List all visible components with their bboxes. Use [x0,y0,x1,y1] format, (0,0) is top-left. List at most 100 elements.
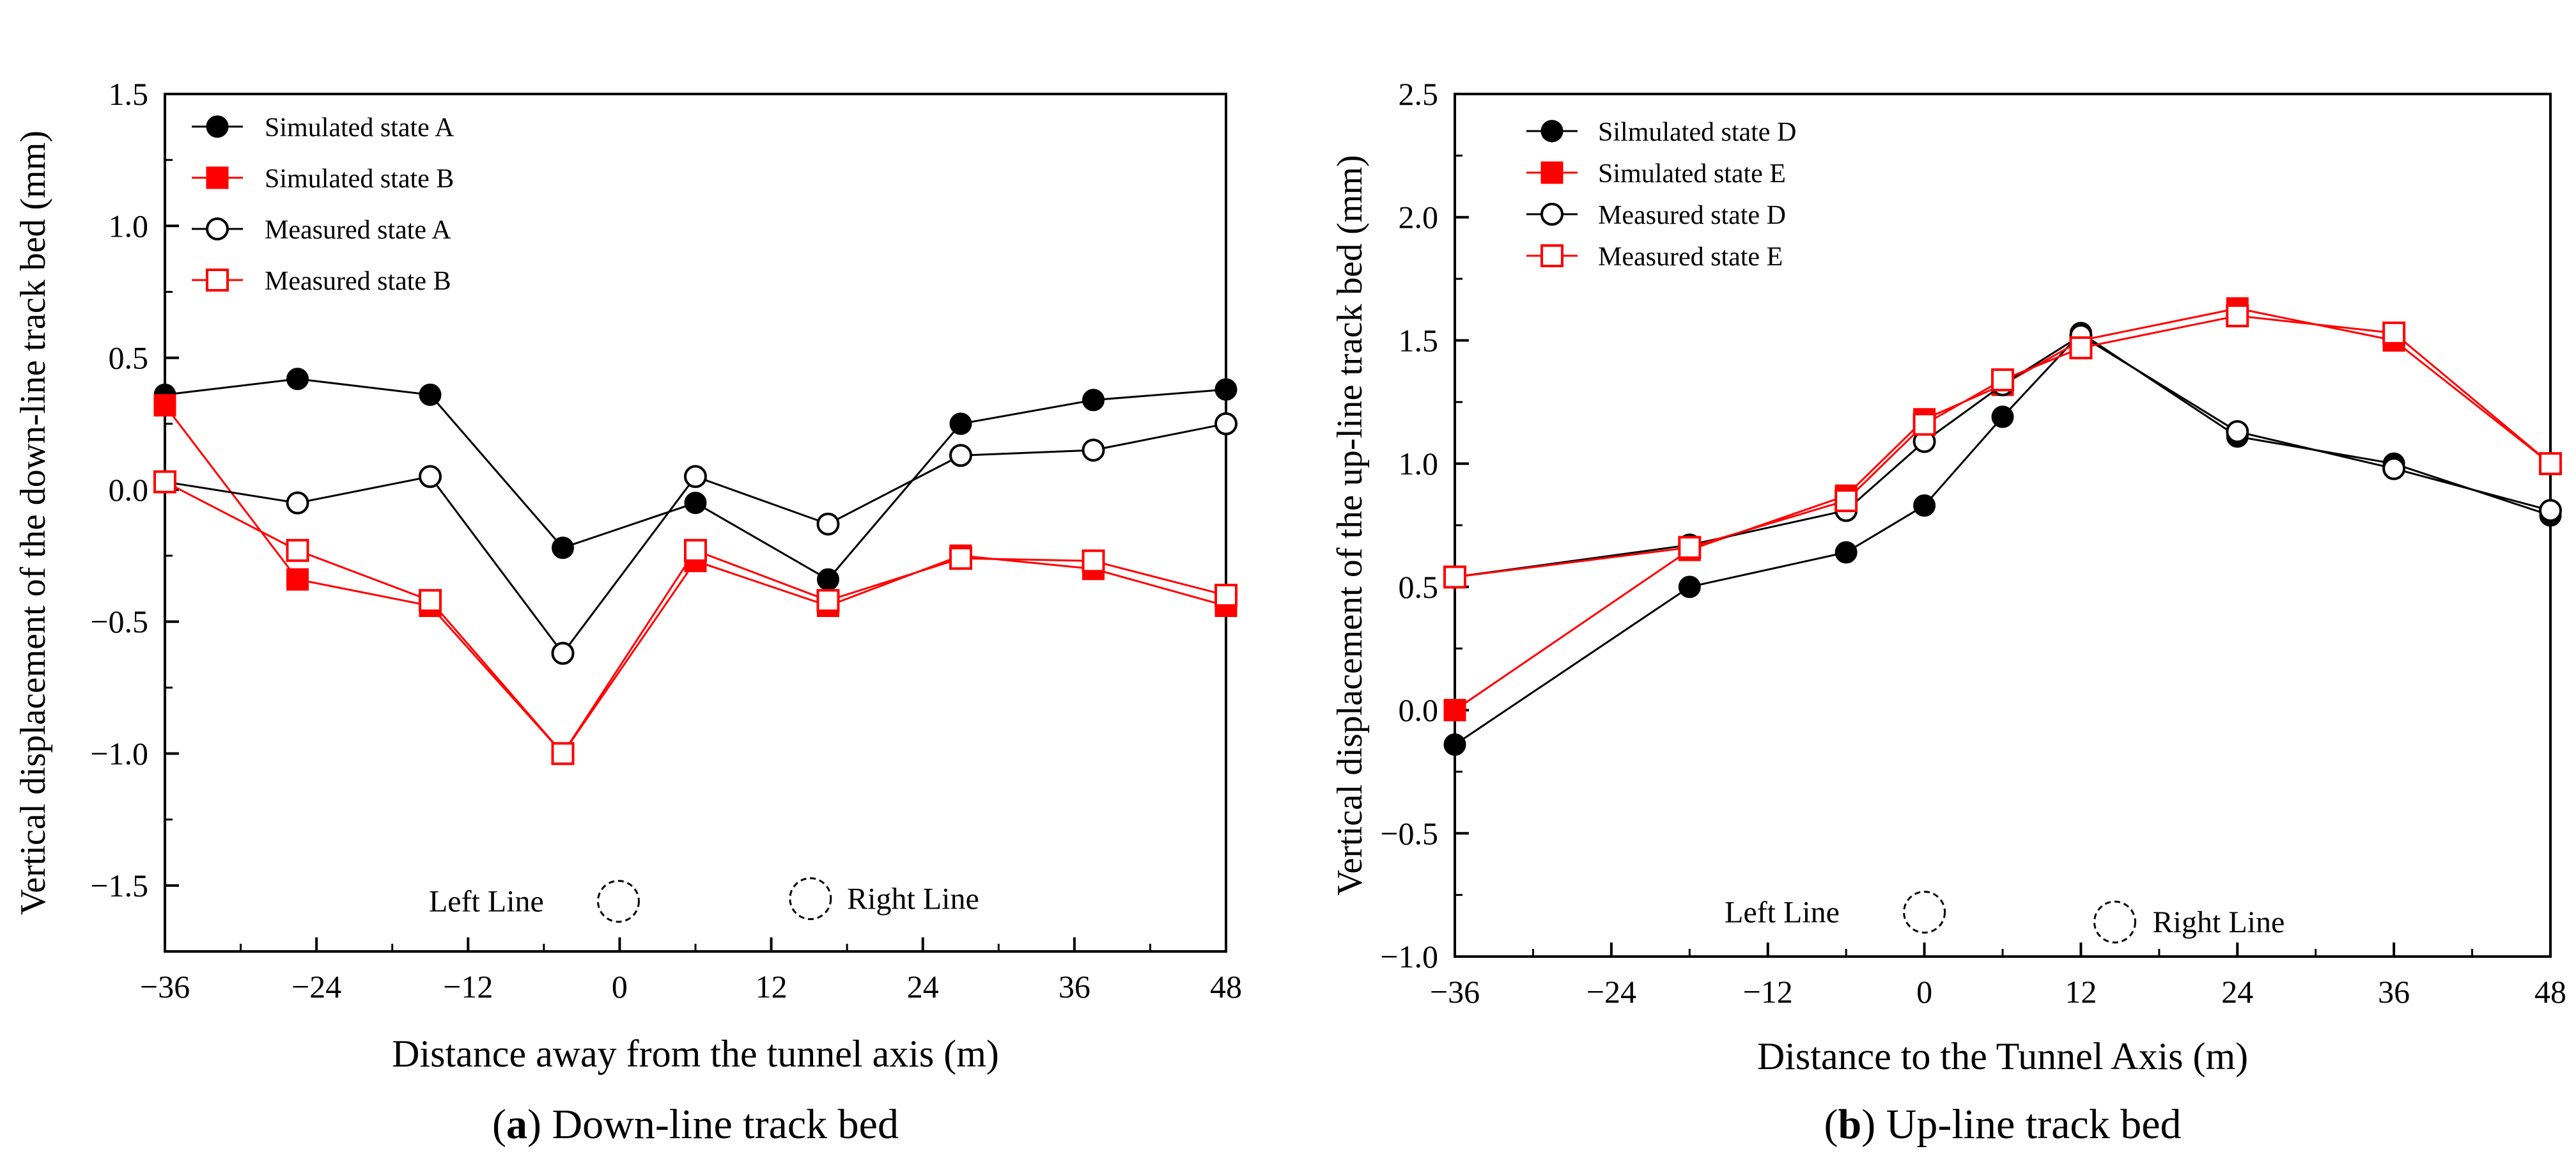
y-tick-label: 1.5 [109,76,149,112]
data-point [552,536,574,559]
y-tick-label: 0.0 [1399,692,1439,728]
data-point [1835,489,1858,512]
data-point [1082,439,1105,462]
legend-item: Simulated state A [192,113,454,143]
data-point [684,538,707,562]
series-line [1454,315,2551,578]
data-point [1835,541,1858,564]
data-point [1214,583,1238,607]
series-2 [1443,297,2562,722]
data-point [1913,494,1936,517]
panel-caption: (b) Up-line track bed [1824,1101,2182,1148]
data-point [2382,321,2406,345]
data-point [286,368,309,391]
data-point [2226,304,2249,327]
y-tick-label: 0.0 [109,472,149,508]
data-point [2226,420,2249,444]
x-tick-label: 48 [1210,969,1242,1005]
data-point [551,742,575,765]
legend-label: Simulated state B [265,164,454,194]
y-tick-label: 1.0 [109,208,149,244]
legend-label: Simulated state E [1598,159,1786,189]
series-4 [153,470,1238,765]
legend-marker [206,115,229,138]
tunnel-outline-icon [2093,900,2136,944]
data-point [1214,412,1238,435]
data-point [153,394,176,417]
tunnel-annotation: Left Line [1725,896,1840,930]
x-tick-label: 0 [1916,974,1932,1010]
legend: Simulated state A Simulated state B Measur… [192,113,454,296]
data-point [1678,536,1702,559]
legend-marker [1540,203,1563,226]
data-point [2382,457,2406,480]
data-point [551,641,575,665]
x-tick-label: 48 [2534,974,2566,1010]
series-4 [1443,304,2562,589]
legend-marker [1540,120,1563,143]
legend-item: Measured state A [192,215,451,245]
data-point [816,589,840,613]
legend-item: Simulated state B [192,164,454,194]
data-point [1082,549,1105,573]
legend-item: Measured state B [192,267,451,296]
data-point [286,491,309,515]
legend-item: Simulated state E [1526,159,1786,189]
data-point [1082,389,1105,412]
data-point [1443,699,1466,722]
data-point [684,492,707,515]
x-tick-label: −24 [1587,974,1636,1010]
legend-label: Measured state B [265,267,451,296]
x-tick-label: 0 [612,969,628,1005]
x-tick-label: −12 [1743,974,1793,1010]
y-tick-label: 1.0 [1399,446,1439,481]
data-point [1991,368,2014,392]
data-point [684,465,707,489]
legend-label: Measured state D [1598,201,1786,230]
data-point [1214,378,1238,401]
panel-caption: (a) Down-line track bed [492,1101,899,1148]
series-line [164,404,1227,755]
x-tick-label: 24 [907,969,939,1005]
data-point [419,465,442,489]
x-tick-label: 36 [2378,974,2410,1010]
y-tick-label: −1.0 [1380,939,1438,974]
data-point [2539,452,2562,476]
data-point [1678,575,1701,598]
y-tick-label: −1.0 [90,736,148,772]
legend-marker [206,269,229,292]
y-axis-label: Vertical displacement of the up-line tra… [1330,155,1370,895]
chart-panel-a: −36 −24 −12 0 12 24 36 48 −1.5 −1.0 −0.5 0.0 0.5 1.0 1… [13,76,1242,1148]
y-tick-label: 0.5 [1399,569,1439,605]
data-point [949,444,972,467]
x-axis-label: Distance away from the tunnel axis (m) [392,1033,999,1075]
y-tick-label: −0.5 [90,604,148,639]
y-tick-label: 2.0 [1399,199,1439,235]
x-tick-label: 12 [756,969,788,1005]
tunnel-outline-icon [1903,891,1946,934]
tunnel-annotation: Left Line [429,885,544,919]
y-tick-label: 1.5 [1399,322,1439,358]
data-point [153,470,176,494]
legend-item: Measured state E [1526,242,1783,272]
legend-marker [1540,161,1563,184]
data-point [817,568,839,591]
legend-marker [206,217,229,240]
series-line [164,481,1227,756]
y-tick-label: 2.5 [1399,76,1439,112]
x-tick-label: 24 [2221,974,2253,1010]
x-tick-label: −24 [291,969,341,1005]
x-tick-label: −12 [443,969,493,1005]
x-tick-label: 12 [2065,974,2097,1010]
legend: Silmulated state D Simulated state E Measu… [1526,118,1796,272]
legend-marker [206,166,229,189]
y-axis-label: Vertical displacement of the down-line t… [13,130,53,915]
x-axis-label: Distance to the Tunnel Axis (m) [1757,1035,2248,1077]
series-3 [153,412,1238,665]
y-tick-label: −0.5 [1380,815,1438,851]
x-tick-label: −36 [140,969,190,1005]
legend-item: Measured state D [1526,201,1786,230]
data-point [949,412,972,435]
y-tick-label: 0.5 [109,340,149,376]
